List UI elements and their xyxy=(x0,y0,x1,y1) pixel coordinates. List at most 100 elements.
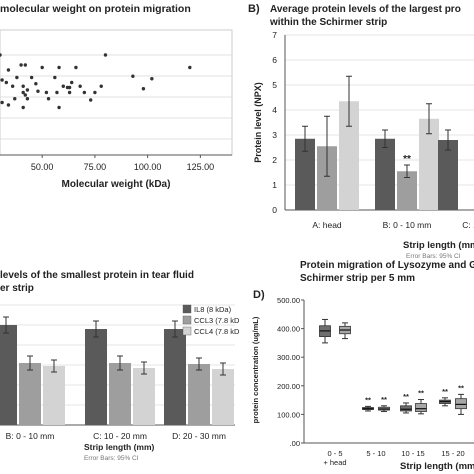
panel-a-data-point xyxy=(36,89,40,93)
panel-a-data-point xyxy=(93,90,97,95)
panel-d-box xyxy=(455,398,467,410)
panel-c-legend-label: IL8 (8 kDa) xyxy=(194,305,232,314)
panel-a-x-tick-label: 125.00 xyxy=(187,162,215,172)
panel-b-y-tick-label: 7 xyxy=(272,30,277,40)
panel-a-data-point xyxy=(21,90,25,95)
panel-d-y-axis-label: protein concentration (ug/mL) xyxy=(251,316,260,423)
panel-a-data-point xyxy=(44,90,49,95)
panel-d-box xyxy=(400,405,412,412)
panel-b-y-tick-label: 0 xyxy=(272,205,277,215)
panel-b-bar xyxy=(438,140,458,210)
panel-d-y-tick-label: 500.00 xyxy=(277,296,300,305)
panel-c-bar xyxy=(188,364,210,425)
panel-d-letter: D) xyxy=(253,289,265,301)
panel-a-data-point xyxy=(57,105,61,110)
panel-b-y-tick-label: 6 xyxy=(272,55,277,65)
panel-a-x-tick-label: 50.00 xyxy=(31,162,54,172)
panel-a-data-point xyxy=(21,105,25,110)
panel-b-bar xyxy=(397,171,417,210)
panel-a-data-point xyxy=(53,75,57,80)
panel-c-bar xyxy=(0,325,17,425)
panel-b-bar xyxy=(375,138,395,210)
panel-d-category-label: 10 - 15 xyxy=(401,449,424,458)
panel-b-subtitle: within the Schirmer strip xyxy=(269,17,387,28)
panel-c-bar xyxy=(164,329,186,425)
panel-a-data-point xyxy=(131,74,135,78)
panel-a-data-point xyxy=(141,87,146,91)
panel-a-data-point xyxy=(67,85,72,90)
panel-b-bar xyxy=(339,101,359,210)
panel-a-data-point xyxy=(57,65,61,70)
panel-a-data-point xyxy=(21,84,25,88)
panel-d-y-tick-label: 100.00 xyxy=(277,410,300,419)
panel-b-category-label: B: 0 - 10 mm xyxy=(383,220,432,230)
panel-a-data-point xyxy=(99,84,103,88)
panel-d-title: Protein migration of Lysozyme and Ga xyxy=(300,260,474,271)
panel-a-data-point xyxy=(34,82,38,86)
panel-b-bar xyxy=(317,146,337,210)
panel-a-data-point xyxy=(6,103,11,107)
panel-a-x-tick-label: 100.00 xyxy=(134,162,162,172)
panel-d-y-tick-label: .00 xyxy=(290,439,300,448)
panel-c-legend-swatch xyxy=(182,326,192,336)
panel-d-y-tick-label: 200.00 xyxy=(277,382,300,391)
panel-c-title: levels of the smallest protein in tear f… xyxy=(0,270,194,281)
panel-a-data-point xyxy=(29,75,34,80)
panel-d-category-label: 15 - 20 xyxy=(441,449,464,458)
panel-c-bar xyxy=(43,366,65,425)
panel-c-legend-swatch xyxy=(182,304,192,314)
panel-b-letter: B) xyxy=(248,3,260,15)
panel-c-category-label: C: 10 - 20 mm xyxy=(93,431,147,441)
panel-c-bar xyxy=(212,369,234,425)
panel-d-significance-annotation: ** xyxy=(381,395,387,404)
panel-d-subtitle: Schirmer strip per 5 mm xyxy=(300,273,415,284)
panel-d-category-label: + head xyxy=(323,458,346,467)
panel-d-significance-annotation: ** xyxy=(458,383,464,392)
panel-d-box xyxy=(415,403,427,412)
panel-a-plot-frame xyxy=(0,29,233,156)
panel-b-category-label: A: head xyxy=(312,220,342,230)
panel-a-data-point xyxy=(88,98,93,102)
panel-a-data-point xyxy=(40,65,44,70)
panel-b-x-axis-label: Strip length (mm xyxy=(403,240,474,251)
panel-c-bar xyxy=(19,363,41,425)
panel-d-y-tick-label: 400.00 xyxy=(277,325,300,334)
panel-a-data-point xyxy=(74,65,78,70)
panel-c-legend-label: CCL4 (7.8 kD xyxy=(194,327,240,336)
panel-b-category-label: C: 1 xyxy=(462,220,474,230)
panel-a-x-tick-label: 75.00 xyxy=(84,162,107,172)
panel-b-title: Average protein levels of the largest pr… xyxy=(270,4,461,15)
panel-a-data-point xyxy=(10,84,15,88)
panel-a-data-point xyxy=(23,93,28,97)
panel-d-category-label: 0 - 5 xyxy=(327,449,342,458)
panel-b-footnote: Error Bars: 95% CI xyxy=(406,253,461,260)
panel-a-data-point xyxy=(82,90,87,95)
panel-a-data-point xyxy=(103,53,108,57)
panel-b-significance-annotation: ** xyxy=(403,154,411,165)
panel-b-y-tick-label: 2 xyxy=(272,155,277,165)
panel-a-data-point xyxy=(188,65,192,70)
panel-b-y-tick-label: 4 xyxy=(272,105,277,115)
panel-b-bar xyxy=(295,138,315,210)
panel-a-data-point xyxy=(13,97,17,101)
panel-a-data-point xyxy=(15,75,19,80)
panel-d-significance-annotation: ** xyxy=(418,389,424,398)
panel-a-data-point xyxy=(46,97,51,101)
panel-a-data-point xyxy=(150,77,154,81)
panel-a-data-point xyxy=(23,63,28,67)
panel-a-data-point xyxy=(19,63,23,67)
panel-b-bar xyxy=(419,118,439,210)
panel-a-data-point xyxy=(6,68,11,72)
panel-a-data-point xyxy=(4,80,9,85)
panel-d-category-label: 5 - 10 xyxy=(366,449,385,458)
panel-b-y-tick-label: 3 xyxy=(272,130,277,140)
panel-d-significance-annotation: ** xyxy=(365,395,371,404)
panel-a-data-point xyxy=(67,90,72,95)
panel-c-legend-swatch xyxy=(182,315,192,325)
panel-d-y-tick-label: 300.00 xyxy=(277,353,300,362)
panel-c-bar xyxy=(109,363,131,425)
panel-b-y-axis-label: Protein level (NPX) xyxy=(253,82,263,163)
panel-c-bar xyxy=(85,329,107,425)
panel-a-data-point xyxy=(55,90,59,95)
